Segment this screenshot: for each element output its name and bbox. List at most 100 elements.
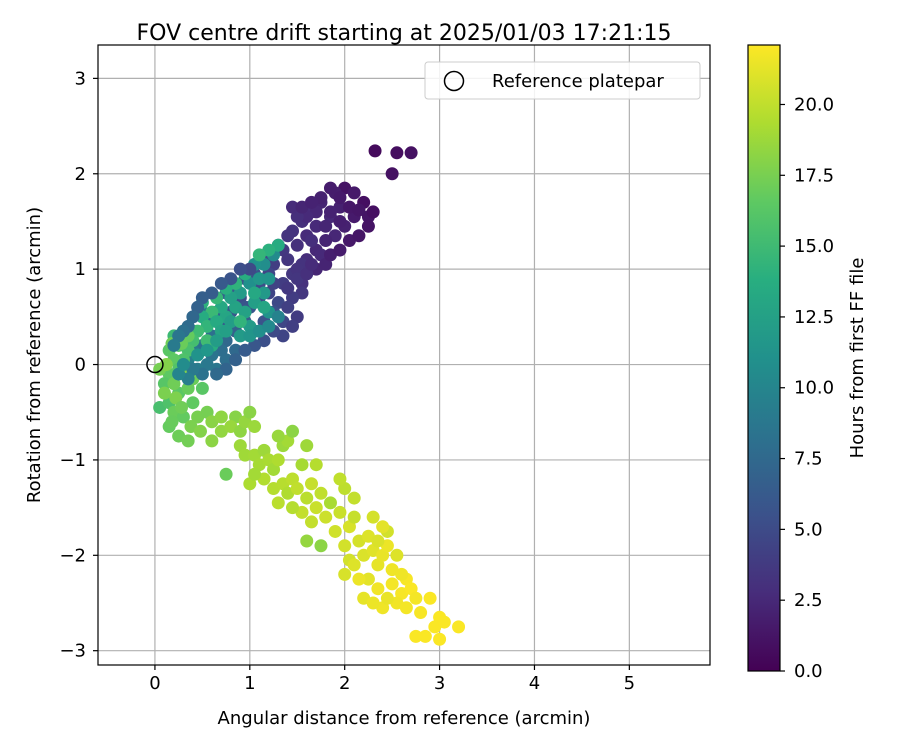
- data-point: [368, 144, 382, 158]
- legend: Reference platepar: [424, 61, 701, 100]
- data-point: [319, 510, 333, 524]
- data-point: [214, 410, 228, 424]
- data-point: [290, 238, 304, 252]
- data-point: [380, 591, 394, 605]
- data-point: [169, 391, 183, 405]
- x-tick-label: 4: [529, 673, 540, 694]
- axis-ticks: 0 1 2 3 4 5 −3 −2 −1 0 1 2 3: [59, 68, 635, 694]
- data-point: [290, 482, 304, 496]
- data-point: [210, 334, 224, 348]
- data-point: [352, 203, 366, 217]
- data-point: [295, 458, 309, 472]
- data-point: [338, 567, 352, 581]
- data-point: [414, 606, 428, 620]
- data-point: [347, 510, 361, 524]
- data-point: [304, 195, 318, 209]
- data-point: [366, 510, 380, 524]
- data-point: [300, 439, 314, 453]
- data-point: [238, 448, 252, 462]
- data-point: [262, 319, 276, 333]
- data-points: [153, 144, 466, 646]
- data-point: [399, 601, 413, 615]
- data-point: [376, 520, 390, 534]
- data-point: [390, 548, 404, 562]
- data-point: [328, 524, 342, 538]
- data-point: [309, 501, 323, 515]
- colorbar-ticks: 0.0 2.5 5.0 7.5 10.0 12.5 15.0 17.5 20.0: [780, 94, 834, 682]
- data-point: [323, 496, 337, 510]
- data-point: [418, 629, 432, 643]
- data-point: [319, 234, 333, 248]
- data-point: [423, 591, 437, 605]
- data-point: [233, 262, 247, 276]
- data-point: [174, 400, 188, 414]
- data-point: [281, 300, 295, 314]
- x-tick-label: 0: [149, 673, 160, 694]
- data-point: [281, 281, 295, 295]
- data-point: [281, 229, 295, 243]
- legend-box: [424, 61, 701, 100]
- data-point: [323, 181, 337, 195]
- data-point: [361, 219, 375, 233]
- y-tick-label: 0: [75, 355, 86, 376]
- data-point: [159, 358, 173, 372]
- data-point: [286, 501, 300, 515]
- data-point: [390, 146, 404, 160]
- axes-frame: [97, 44, 711, 666]
- data-point: [193, 424, 207, 438]
- data-point: [404, 146, 418, 160]
- data-point: [243, 405, 257, 419]
- data-point: [286, 424, 300, 438]
- data-point: [286, 319, 300, 333]
- data-point: [333, 214, 347, 228]
- data-point: [157, 377, 171, 391]
- chart-title: FOV centre drift starting at 2025/01/03 …: [137, 21, 672, 46]
- data-point: [248, 420, 262, 434]
- data-point: [219, 467, 233, 481]
- legend-entry-label: Reference platepar: [492, 71, 664, 92]
- data-point: [252, 272, 266, 286]
- x-tick-label: 5: [624, 673, 635, 694]
- data-point: [409, 629, 423, 643]
- data-point: [333, 472, 347, 486]
- data-point: [271, 496, 285, 510]
- colorbar-tick-label: 5.0: [794, 519, 823, 540]
- colorbar-tick-label: 0.0: [794, 661, 823, 682]
- data-point: [338, 539, 352, 553]
- data-point: [281, 253, 295, 267]
- data-point: [157, 386, 171, 400]
- colorbar-tick-label: 15.0: [794, 236, 834, 257]
- legend-marker-icon: [443, 70, 465, 92]
- data-point: [304, 515, 318, 529]
- data-point: [262, 272, 276, 286]
- data-point: [352, 572, 366, 586]
- data-point: [248, 286, 262, 300]
- data-point: [167, 338, 181, 352]
- y-tick-label: 2: [75, 164, 86, 185]
- data-point: [323, 205, 337, 219]
- data-point: [219, 324, 233, 338]
- y-tick-label: −3: [59, 641, 86, 662]
- data-point: [257, 286, 271, 300]
- y-tick-label: 1: [75, 259, 86, 280]
- data-point: [214, 276, 228, 290]
- data-point: [229, 343, 243, 357]
- data-point: [233, 315, 247, 329]
- data-point: [176, 358, 190, 372]
- y-axis-label: Rotation from reference (arcmin): [24, 207, 45, 503]
- data-point: [165, 415, 179, 429]
- data-point: [200, 343, 214, 357]
- x-axis-label: Angular distance from reference (arcmin): [218, 708, 591, 729]
- data-point: [243, 262, 257, 276]
- y-tick-label: −1: [59, 450, 86, 471]
- x-tick-label: 1: [244, 673, 255, 694]
- data-point: [271, 453, 285, 467]
- colorbar-tick-label: 20.0: [794, 94, 834, 115]
- data-point: [371, 534, 385, 548]
- data-point: [304, 234, 318, 248]
- data-point: [304, 257, 318, 271]
- data-point: [347, 558, 361, 572]
- data-point: [347, 186, 361, 200]
- data-point: [361, 572, 375, 586]
